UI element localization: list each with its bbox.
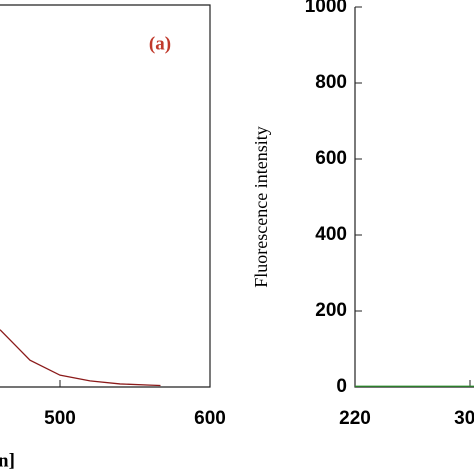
axes (354, 7, 474, 388)
y-tick-label: 400 (315, 224, 347, 245)
y-tick-label: 600 (315, 148, 347, 169)
frame (0, 4, 211, 388)
panel-label: (a) (149, 33, 171, 54)
x-tick-label: 600 (194, 408, 226, 429)
line-series (0, 329, 161, 387)
y-tick-label: 0 (336, 376, 347, 397)
x-axis-label: n] (0, 450, 15, 471)
y-tick-label: 1000 (305, 0, 347, 17)
x-tick-label: 300 (454, 408, 474, 429)
y-tick-label: 200 (315, 300, 347, 321)
x-tick-label: 220 (339, 408, 371, 429)
x-tick-label: 500 (44, 408, 76, 429)
y-axis-label: Fluorescence intensity (251, 126, 271, 287)
y-tick-label: 800 (315, 72, 347, 93)
